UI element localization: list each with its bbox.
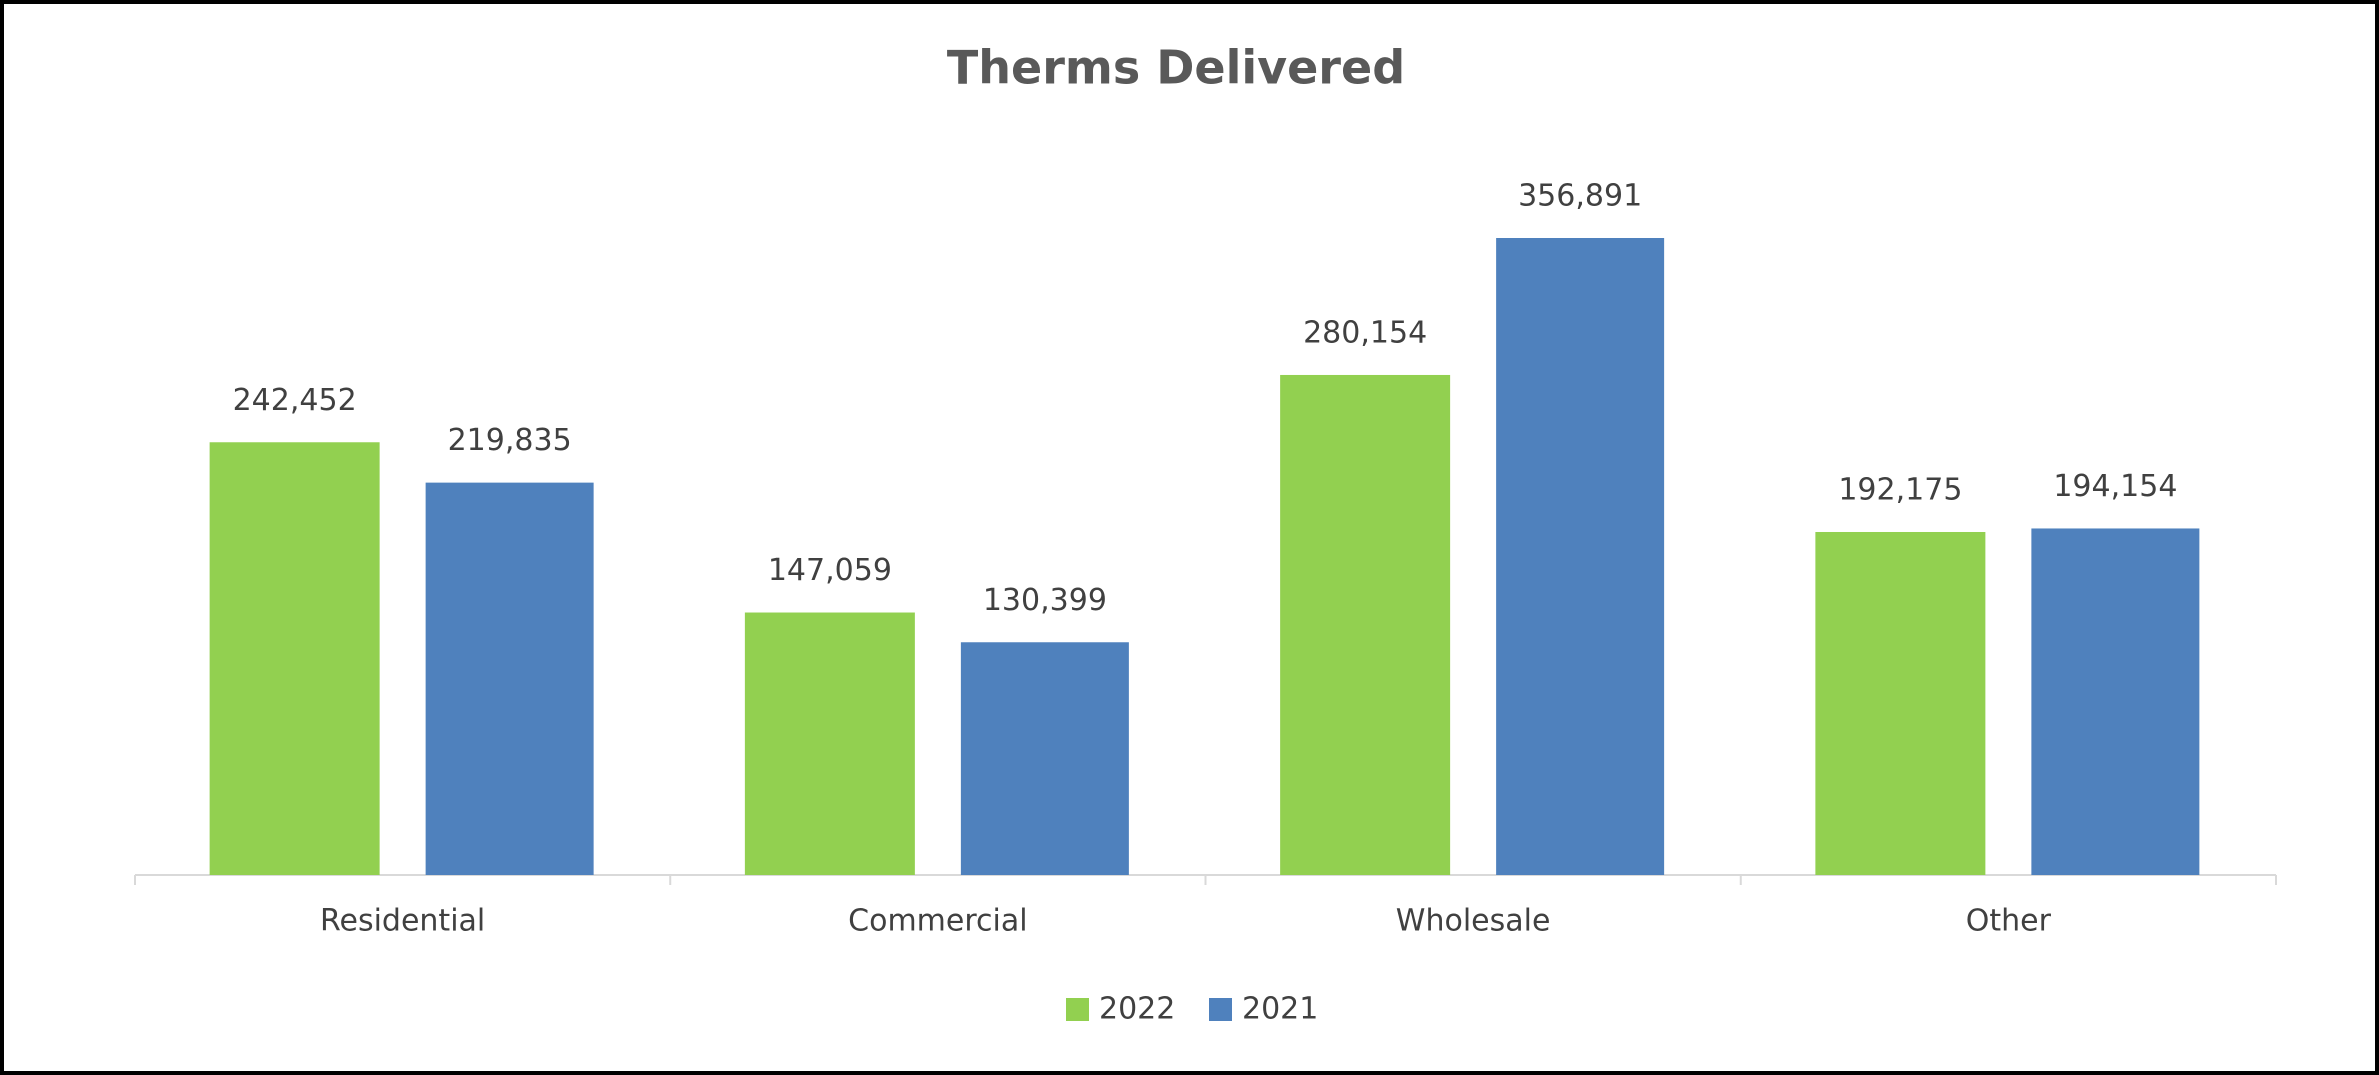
- chart-title: Therms Delivered: [947, 41, 1405, 95]
- data-label: 192,175: [1838, 472, 1962, 507]
- x-tick-label: Residential: [320, 904, 485, 939]
- x-tick-label: Commercial: [848, 904, 1027, 939]
- data-label: 356,891: [1518, 179, 1642, 214]
- legend-swatch: [1209, 998, 1232, 1021]
- legend-label: 2021: [1242, 992, 1318, 1027]
- bar: [1815, 531, 1986, 875]
- bar: [425, 482, 594, 875]
- data-label: 147,059: [768, 553, 892, 588]
- legend-swatch: [1066, 998, 1089, 1021]
- data-label: 219,835: [448, 423, 572, 458]
- bar: [209, 442, 380, 875]
- x-tick-label: Other: [1966, 904, 2052, 939]
- bar: [960, 642, 1129, 875]
- x-tick-label: Wholesale: [1396, 904, 1551, 939]
- legend-label: 2022: [1099, 992, 1175, 1027]
- bar: [744, 612, 915, 875]
- data-label: 194,154: [2053, 469, 2177, 504]
- data-label: 130,399: [983, 583, 1107, 618]
- bar: [2031, 528, 2200, 875]
- bar: [1280, 374, 1451, 875]
- data-label: 242,452: [233, 383, 357, 418]
- data-label: 280,154: [1303, 315, 1427, 350]
- bar: [1496, 238, 1665, 875]
